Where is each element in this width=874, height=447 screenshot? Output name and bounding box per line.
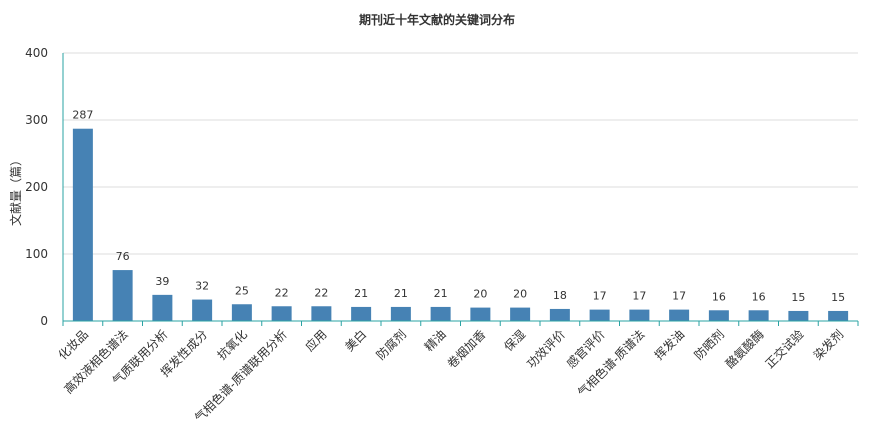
bar[interactable]	[708, 310, 729, 321]
x-category-label: 保湿	[501, 327, 529, 355]
data-labels: 287 76 39 32 25 22 22 21 21 21 20 20 18 17 17 17 16 16 15 1…	[72, 109, 845, 304]
y-tick-labels: 0 100 200 300 400	[25, 46, 48, 328]
x-category-label: 精油	[422, 327, 449, 354]
bar[interactable]	[828, 310, 849, 321]
bar[interactable]	[152, 294, 173, 321]
data-label: 15	[791, 291, 805, 304]
x-category-label: 染发剂	[810, 327, 846, 363]
data-label: 17	[672, 290, 686, 303]
bar[interactable]	[788, 310, 809, 321]
data-label: 17	[632, 290, 646, 303]
bar[interactable]	[192, 299, 213, 321]
data-label: 25	[235, 284, 249, 297]
bar[interactable]	[112, 270, 133, 321]
y-axis-label: 文献量（篇）	[8, 154, 23, 226]
data-label: 32	[195, 280, 209, 293]
bar[interactable]	[549, 308, 570, 321]
x-category-label: 功效评价	[523, 327, 568, 372]
x-category-label: 正交试验	[762, 327, 807, 372]
y-tick-label: 200	[25, 180, 48, 194]
y-tick-label: 400	[25, 46, 48, 60]
data-label: 18	[553, 289, 567, 302]
bar[interactable]	[351, 306, 372, 321]
data-label: 287	[72, 109, 93, 122]
bar[interactable]	[231, 304, 252, 321]
bar[interactable]	[589, 309, 610, 321]
data-label: 16	[752, 290, 766, 303]
y-tick-label: 300	[25, 113, 48, 127]
data-label: 22	[314, 286, 328, 299]
data-label: 21	[354, 287, 368, 300]
data-label: 17	[593, 290, 607, 303]
x-category-labels: 化妆品高效液相色谱法气质联用分析挥发性成分 抗氧化气相色谱-质谱联用分析 应用 美白防…	[56, 327, 847, 426]
x-category-label: 挥发油	[651, 327, 687, 363]
bar[interactable]	[748, 310, 769, 321]
bar[interactable]	[470, 307, 491, 321]
chart-title: 期刊近十年文献的关键词分布	[359, 12, 515, 27]
data-label: 20	[473, 288, 487, 301]
y-tick-label: 100	[25, 247, 48, 261]
bars	[72, 128, 849, 321]
bar[interactable]	[669, 309, 690, 321]
data-label: 22	[275, 286, 289, 299]
x-category-label: 防晒剂	[691, 327, 727, 363]
x-category-label: 气相色谱-质谱法	[574, 327, 647, 400]
x-category-label: 化妆品	[56, 327, 91, 362]
bar[interactable]	[271, 306, 292, 321]
bar[interactable]	[510, 307, 531, 321]
bar[interactable]	[430, 306, 451, 321]
x-category-label: 美白	[342, 327, 370, 355]
data-label: 39	[155, 275, 169, 288]
data-label: 20	[513, 288, 527, 301]
bar[interactable]	[72, 128, 93, 321]
x-tick-marks	[62, 321, 859, 326]
data-label: 21	[434, 287, 448, 300]
x-category-label: 卷烟加香	[444, 327, 489, 372]
x-category-label: 抗氧化	[214, 327, 250, 363]
y-tick-label: 0	[40, 314, 48, 328]
gridlines	[63, 52, 858, 255]
x-category-label: 酪氨酸酶	[722, 327, 767, 372]
bar[interactable]	[390, 306, 411, 321]
data-label: 76	[116, 250, 130, 263]
data-label: 16	[712, 290, 726, 303]
bar[interactable]	[629, 309, 650, 321]
data-label: 15	[831, 291, 845, 304]
data-label: 21	[394, 287, 408, 300]
x-category-label: 防腐剂	[373, 327, 409, 363]
x-category-label: 应用	[302, 327, 330, 355]
bar[interactable]	[311, 306, 332, 321]
